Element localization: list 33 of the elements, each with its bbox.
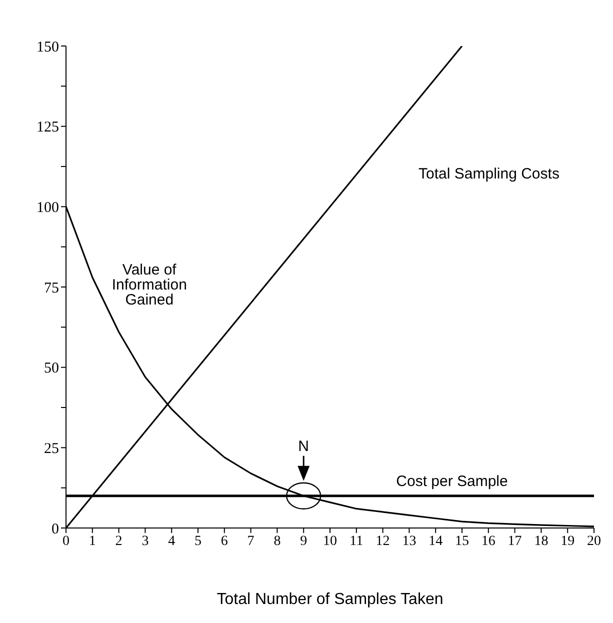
y-tick-label: 150 (36, 39, 59, 56)
x-tick-label: 13 (402, 534, 416, 549)
x-tick-label: 20 (587, 534, 601, 549)
x-tick-label: 1 (88, 534, 96, 549)
x-tick-label: 6 (220, 534, 228, 549)
x-tick-label: 12 (376, 534, 390, 549)
x-axis-title: Total Number of Samples Taken (216, 591, 444, 608)
y-tick-label: 25 (44, 440, 59, 457)
x-tick-label: 14 (428, 534, 443, 549)
x-tick-label: 18 (534, 534, 548, 549)
x-tick-label: 10 (323, 534, 337, 549)
y-tick-label: 0 (52, 521, 59, 538)
x-tick-label: 19 (560, 534, 575, 549)
y-tick-label: 75 (44, 280, 59, 296)
x-tick-label: 17 (508, 534, 522, 549)
x-tick-label: 15 (455, 534, 469, 549)
series-label: Value of Information Gained (112, 262, 187, 309)
x-tick-label: 11 (350, 534, 364, 549)
y-tick-label: 125 (36, 120, 59, 136)
x-tick-label: 2 (115, 534, 122, 549)
y-tick-label: 100 (36, 200, 59, 216)
annotation: N (298, 438, 310, 455)
x-tick-label: 7 (247, 534, 254, 549)
x-tick-label: 3 (142, 534, 149, 549)
text: Total Sampling Costs (418, 165, 560, 182)
x-tick-label: 4 (168, 534, 176, 549)
y-tick-label: 50 (44, 360, 59, 377)
x-tick-label: 9 (300, 534, 308, 549)
x-tick-label: 16 (481, 534, 496, 549)
x-tick-label: 0 (62, 534, 70, 549)
x-tick-label: 5 (194, 534, 202, 549)
x-tick-label: 8 (274, 534, 281, 549)
series-label: Cost per Sample (396, 473, 508, 490)
